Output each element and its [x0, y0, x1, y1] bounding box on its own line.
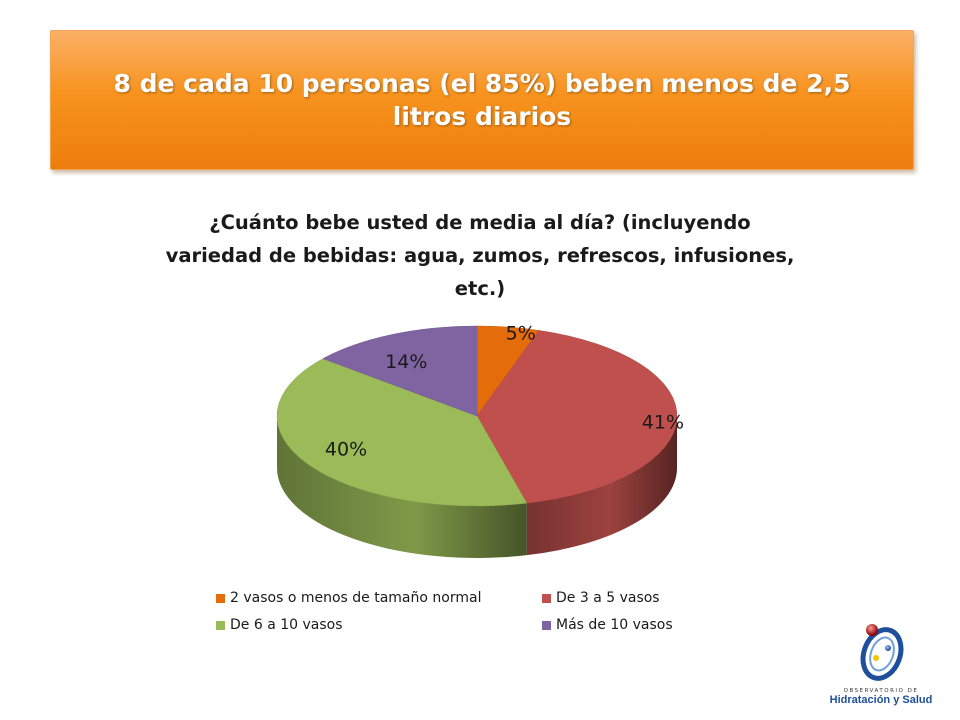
pie-data-label-4: 14% [385, 351, 427, 373]
legend-swatch-4 [542, 620, 551, 630]
legend-label-3: De 6 a 10 vasos [230, 617, 343, 633]
pie-data-label-1: 5% [506, 323, 536, 345]
title-banner: 8 de cada 10 personas (el 85%) beben men… [50, 30, 914, 170]
pie-data-label-2: 41% [642, 411, 684, 433]
observatorio-logo-icon [860, 624, 904, 681]
banner-title: 8 de cada 10 personas (el 85%) beben men… [113, 69, 851, 131]
pie-side-2 [526, 416, 677, 556]
logo-name: Hidratación y Salud [829, 694, 933, 706]
legend-label-2: De 3 a 5 vasos [556, 590, 660, 606]
pie-slice-3 [276, 358, 528, 507]
pie-labels: 5% 41% 40% 14% [325, 323, 684, 461]
chart-legend: 2 vasos o menos de tamaño normal De 3 a … [216, 590, 736, 633]
pie-sides [277, 416, 677, 558]
legend-label-4: Más de 10 vasos [556, 617, 673, 633]
legend-swatch-1 [216, 593, 225, 603]
legend-swatch-2 [542, 593, 551, 603]
legend-item-4: Más de 10 vasos [542, 617, 736, 633]
pie-data-label-3: 40% [325, 439, 367, 461]
pie-side-3 [277, 416, 527, 558]
pie-slice-4 [322, 325, 478, 417]
pie-top [276, 325, 678, 507]
legend-item-3: De 6 a 10 vasos [216, 617, 542, 633]
pie-slice-2 [476, 330, 678, 504]
legend-item-2: De 3 a 5 vasos [542, 590, 736, 606]
legend-item-1: 2 vasos o menos de tamaño normal [216, 590, 542, 606]
logo-caption: OBSERVATORIO DE [843, 688, 919, 694]
chart-title: ¿Cuánto bebe usted de media al día? (inc… [165, 211, 795, 300]
legend-label-1: 2 vasos o menos de tamaño normal [230, 590, 482, 606]
legend-swatch-3 [216, 620, 225, 630]
